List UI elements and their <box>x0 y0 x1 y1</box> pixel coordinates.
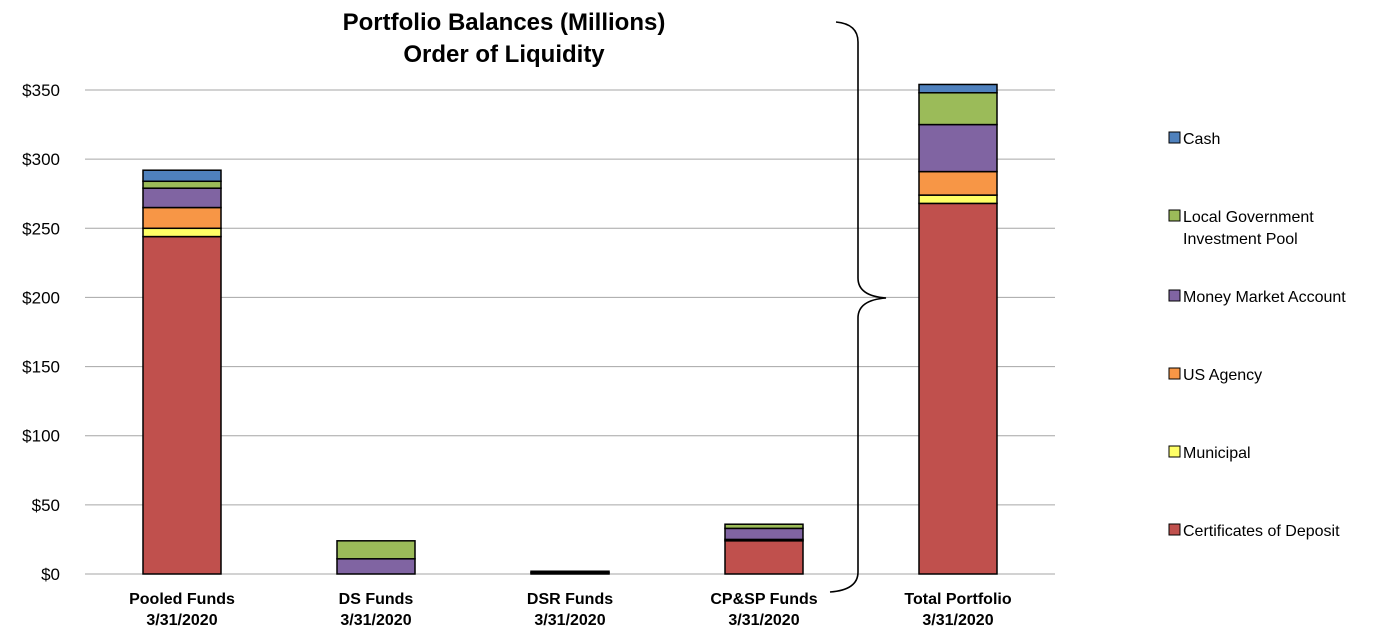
y-tick-label: $150 <box>22 358 60 377</box>
legend-label: Investment Pool <box>1183 231 1298 248</box>
y-tick-label: $200 <box>22 288 60 307</box>
bar-segment <box>918 83 998 94</box>
x-tick-label: 3/31/2020 <box>340 612 411 629</box>
bar-segment <box>918 202 998 575</box>
bar-segment <box>142 227 222 238</box>
bar-segment <box>142 206 222 230</box>
bar-segment <box>918 123 998 173</box>
bar-segment <box>918 170 998 196</box>
bar-segment <box>142 169 222 183</box>
legend-swatch <box>1168 445 1181 458</box>
legend-swatch <box>1168 289 1181 302</box>
bar-stack <box>142 169 222 575</box>
legend: Cash Local Government Investment Pool Money… <box>1168 131 1346 540</box>
legend-swatch <box>1168 523 1181 536</box>
bar-segment <box>918 194 998 205</box>
bar-stack <box>530 570 610 575</box>
y-tick-label: $100 <box>22 427 60 446</box>
x-tick-label: DSR Funds <box>527 591 613 608</box>
y-tick-label: $0 <box>41 565 60 584</box>
legend-label: Cash <box>1183 131 1220 148</box>
y-axis-ticks: $0 $50 $100 $150 $200 $250 $300 $350 <box>22 81 60 584</box>
x-tick-label: DS Funds <box>339 591 414 608</box>
bar-segment <box>530 570 610 574</box>
bar-stack <box>336 540 416 575</box>
legend-item: Municipal <box>1168 445 1251 462</box>
chart-title-line-2: Order of Liquidity <box>403 41 605 68</box>
bar-segment <box>336 558 416 575</box>
bar-segment <box>724 523 804 530</box>
gridlines <box>85 89 1055 575</box>
legend-label: Local Government <box>1183 209 1314 226</box>
legend-label: Money Market Account <box>1183 289 1346 306</box>
x-tick-label: 3/31/2020 <box>922 612 993 629</box>
x-tick-label: 3/31/2020 <box>534 612 605 629</box>
legend-item: Cash <box>1168 131 1220 148</box>
bar-segment <box>142 187 222 209</box>
y-tick-label: $250 <box>22 219 60 238</box>
bar-stack <box>724 523 804 575</box>
legend-item: Local Government Investment Pool <box>1168 209 1314 248</box>
y-tick-label: $350 <box>22 81 60 100</box>
x-tick-label: Pooled Funds <box>129 591 235 608</box>
legend-label: Municipal <box>1183 445 1251 462</box>
bar-segment <box>724 527 804 541</box>
bar-segment <box>142 180 222 189</box>
chart-title-line-1: Portfolio Balances (Millions) <box>343 9 666 36</box>
legend-item: Certificates of Deposit <box>1168 523 1340 540</box>
legend-swatch <box>1168 209 1181 222</box>
bar-stack <box>918 83 998 575</box>
y-tick-label: $300 <box>22 150 60 169</box>
legend-swatch <box>1168 131 1181 144</box>
x-tick-label: Total Portfolio <box>904 591 1011 608</box>
curly-brace <box>829 21 887 593</box>
bar-segment <box>724 540 804 575</box>
legend-item: Money Market Account <box>1168 289 1346 306</box>
x-tick-label: 3/31/2020 <box>728 612 799 629</box>
legend-label: US Agency <box>1183 367 1262 384</box>
x-tick-label: 3/31/2020 <box>146 612 217 629</box>
legend-swatch <box>1168 367 1181 380</box>
bars <box>142 83 998 575</box>
x-tick-label: CP&SP Funds <box>710 591 817 608</box>
legend-label: Certificates of Deposit <box>1183 523 1340 540</box>
bar-segment <box>918 92 998 126</box>
legend-item: US Agency <box>1168 367 1262 384</box>
x-axis-labels: Pooled Funds 3/31/2020 DS Funds 3/31/2020 DS… <box>129 591 1012 629</box>
y-tick-label: $50 <box>32 496 60 515</box>
bar-segment <box>142 235 222 575</box>
bar-segment <box>336 540 416 560</box>
